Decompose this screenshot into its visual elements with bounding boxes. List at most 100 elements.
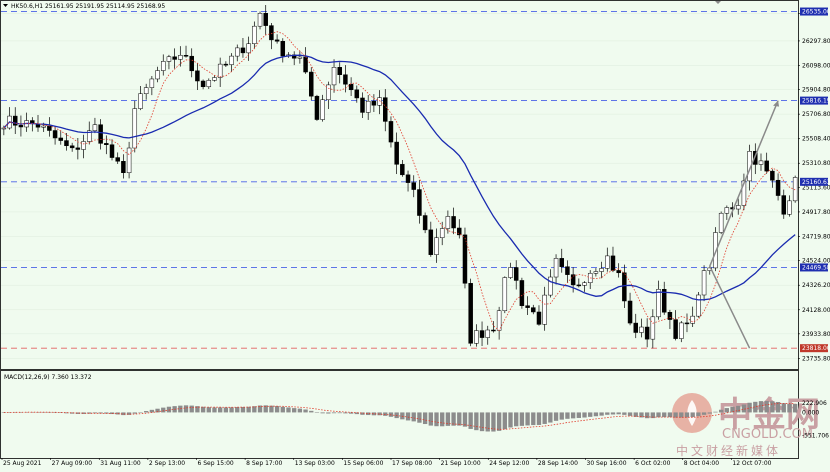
macd-bar: [126, 412, 132, 415]
candle-body: [622, 272, 627, 302]
macd-bar: [457, 412, 462, 426]
candle-body: [343, 74, 348, 85]
candle-body: [280, 41, 286, 57]
candle-body: [661, 289, 667, 313]
watermark-brand: 中金网: [718, 395, 820, 435]
candle-body: [559, 258, 564, 267]
macd-bar: [667, 412, 673, 418]
candle-body: [81, 141, 86, 150]
macd-axis: 222.906 0.000 -551.706: [802, 400, 829, 439]
level-tag: 23818.00: [802, 345, 830, 352]
macd-bar: [263, 405, 268, 413]
candle-body: [525, 305, 530, 308]
candle-body: [155, 70, 160, 80]
candle-body: [650, 316, 656, 340]
macd-bar: [337, 412, 342, 414]
price-tick-label: 25113.60: [802, 185, 830, 192]
candle-body: [183, 55, 189, 57]
macd-bar: [451, 412, 456, 426]
macd-bar: [252, 406, 257, 413]
macd-bar: [269, 405, 274, 413]
candle-body: [616, 270, 621, 274]
macd-bar: [679, 412, 684, 418]
macd-bar: [428, 412, 433, 426]
macd-bar: [707, 412, 712, 414]
candle-body: [656, 289, 661, 318]
candle-body: [439, 228, 445, 238]
macd-bar: [616, 412, 621, 415]
candle-body: [309, 71, 314, 97]
candle-body: [98, 124, 103, 144]
macd-bar: [514, 412, 519, 427]
macd-bar: [417, 412, 422, 423]
macd-bar: [650, 412, 655, 419]
macd-bar: [485, 412, 490, 432]
projection-down: [709, 265, 751, 349]
price-tick-label: 24917.80: [802, 209, 830, 216]
candle-body: [781, 195, 787, 215]
candle-body: [775, 179, 781, 196]
macd-bar: [303, 409, 308, 413]
macd-bar: [633, 412, 638, 417]
candle-body: [713, 232, 718, 269]
level-tag: 26535.00: [802, 9, 830, 16]
candle-body: [200, 80, 206, 88]
candle-body: [474, 330, 479, 344]
candle-body: [75, 147, 81, 150]
candle-body: [690, 315, 695, 324]
macd-bar: [314, 412, 320, 413]
time-tick-label: 13 Sep 03:00: [295, 460, 335, 467]
candle-body: [172, 56, 177, 60]
candle-body: [52, 130, 58, 139]
macd-bar: [753, 401, 758, 413]
price-tick-label: 26098.00: [802, 63, 830, 70]
candle-body: [400, 164, 405, 176]
macd-bar: [212, 407, 217, 413]
level-tag: 25160.63: [802, 179, 830, 186]
macd-bar: [644, 412, 650, 419]
macd-bar: [730, 406, 735, 413]
macd-bar: [200, 406, 206, 413]
macd-bar: [30, 412, 35, 413]
macd-bar: [195, 406, 200, 413]
candle-body: [753, 151, 758, 165]
candle-body: [599, 268, 604, 272]
candle-body: [12, 115, 18, 126]
macd-bar: [343, 412, 348, 414]
candle-body: [263, 13, 268, 26]
candle-body: [383, 97, 388, 122]
candle-body: [610, 255, 616, 271]
candle-body: [673, 319, 678, 339]
macd-bar: [605, 412, 610, 415]
symbol-dropdown-icon[interactable]: [3, 4, 8, 7]
watermark-domain: CNGOLD.COM: [722, 427, 813, 442]
macd-bar: [377, 412, 382, 416]
macd-bar: [548, 412, 553, 423]
macd-bar: [576, 412, 581, 418]
watermark-tagline: 中文财经新媒体: [676, 443, 781, 458]
macd-bar: [69, 412, 75, 414]
scroll-marker-icon[interactable]: [715, 1, 721, 4]
macd-bar: [320, 412, 325, 414]
macd-bar: [792, 403, 798, 413]
candle-body: [787, 200, 792, 215]
macd-bar: [92, 412, 98, 414]
candle-body: [274, 39, 280, 42]
macd-bar: [724, 408, 730, 413]
candle-body: [627, 300, 633, 324]
macd-bar: [405, 412, 411, 421]
macd-bar: [240, 406, 246, 413]
macd-bar: [525, 412, 530, 426]
price-tick-label: 26297.80: [802, 38, 830, 45]
macd-axis-label: 222.906: [802, 400, 827, 407]
candle-body: [508, 267, 513, 278]
macd-bar: [138, 412, 143, 413]
candle-body: [667, 311, 673, 320]
candle-body: [593, 271, 599, 274]
candle-body: [64, 140, 69, 147]
macd-bar: [280, 406, 285, 413]
macd-bar: [274, 406, 280, 413]
candle-body: [684, 322, 690, 325]
macd-bar: [309, 410, 314, 413]
